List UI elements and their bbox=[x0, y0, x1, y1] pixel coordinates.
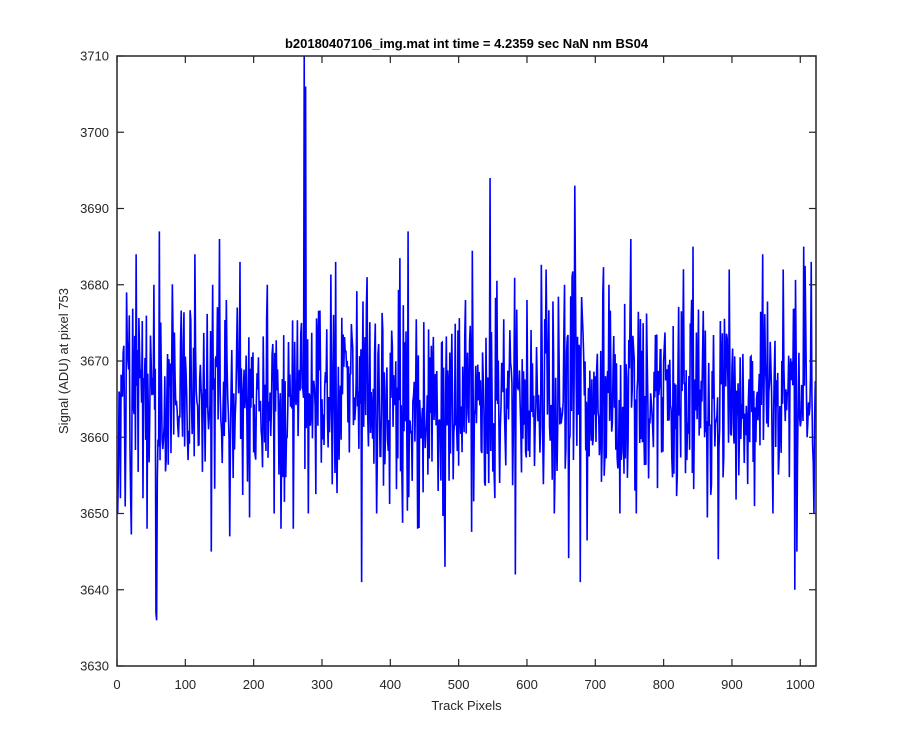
x-tick-label: 700 bbox=[584, 677, 606, 692]
x-tick-label: 200 bbox=[243, 677, 265, 692]
x-tick-label: 900 bbox=[721, 677, 743, 692]
series-line bbox=[117, 56, 816, 621]
y-tick-label: 3660 bbox=[80, 430, 109, 445]
y-tick-label: 3650 bbox=[80, 506, 109, 521]
y-axis-label: Signal (ADU) at pixel 753 bbox=[56, 288, 71, 434]
chart-title: b20180407106_img.mat int time = 4.2359 s… bbox=[285, 36, 649, 51]
y-tick-label: 3630 bbox=[80, 659, 109, 674]
x-axis-label: Track Pixels bbox=[431, 698, 502, 713]
x-tick-label: 100 bbox=[174, 677, 196, 692]
x-tick-label: 600 bbox=[516, 677, 538, 692]
plot-area bbox=[117, 56, 816, 621]
y-tick-label: 3710 bbox=[80, 49, 109, 64]
y-tick-label: 3680 bbox=[80, 277, 109, 292]
y-tick-label: 3640 bbox=[80, 582, 109, 597]
y-tick-label: 3700 bbox=[80, 125, 109, 140]
x-tick-label: 0 bbox=[113, 677, 120, 692]
x-tick-label: 400 bbox=[379, 677, 401, 692]
x-tick-label: 300 bbox=[311, 677, 333, 692]
x-tick-label: 1000 bbox=[786, 677, 815, 692]
y-tick-label: 3690 bbox=[80, 201, 109, 216]
axes: 0 100 200 300 400 500 600 700 800 900 1000 3630 3640… bbox=[80, 49, 817, 692]
x-tick-label: 800 bbox=[653, 677, 675, 692]
x-tick-label: 500 bbox=[448, 677, 470, 692]
y-tick-label: 3670 bbox=[80, 354, 109, 369]
